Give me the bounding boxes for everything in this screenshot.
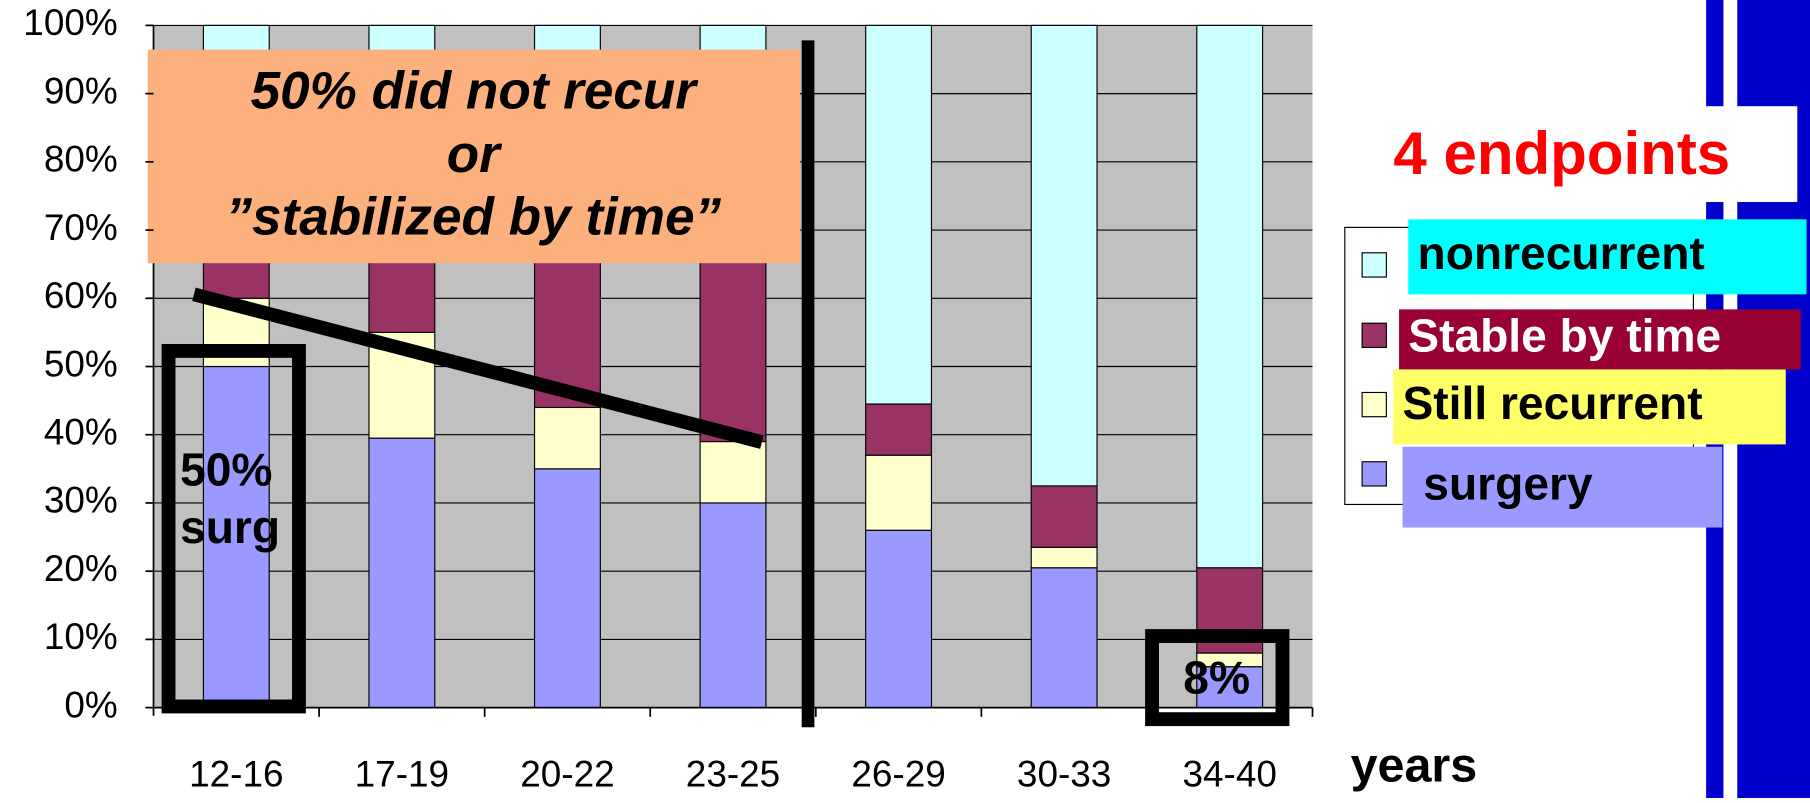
trend-line	[192, 287, 764, 449]
x-tick-label: 23-25	[686, 754, 780, 795]
bar-segment	[1196, 24, 1264, 569]
y-tick-label: 70%	[44, 207, 118, 248]
legend-label: nonrecurrent	[1418, 227, 1705, 279]
x-axis-label: years	[1351, 739, 1478, 793]
legend-swatch	[1361, 252, 1387, 278]
y-tick-label: 60%	[44, 275, 118, 316]
callout-box	[147, 49, 800, 264]
bar-segment	[699, 229, 767, 443]
y-tick-label: 20%	[44, 548, 118, 589]
y-tick-label: 100%	[23, 2, 117, 43]
bar-segment	[865, 24, 933, 405]
legend-label: surgery	[1423, 457, 1593, 509]
bar-segment	[533, 468, 601, 709]
highlight-box	[161, 343, 306, 714]
legend-label-box	[1399, 309, 1801, 370]
chart-title: 4 endpoints	[1393, 120, 1730, 187]
legend-label: Stable by time	[1408, 310, 1721, 362]
x-tick-label: 20-22	[520, 754, 614, 795]
bar-segment	[699, 440, 767, 504]
x-tick-label: 30-33	[1017, 754, 1111, 795]
y-tick-label: 90%	[44, 70, 118, 111]
bar-segment	[1030, 485, 1098, 548]
callout: ”stabilized by time”	[226, 188, 722, 247]
bar-segment	[865, 529, 933, 709]
bar-segment	[1030, 546, 1098, 569]
legend-label-box	[1402, 446, 1723, 528]
x-tick-label: 12-16	[189, 754, 283, 795]
y-tick-label: 30%	[44, 480, 118, 521]
x-tick-label: 17-19	[355, 754, 449, 795]
legend-swatch	[1361, 461, 1387, 487]
y-tick-label: 0%	[64, 684, 117, 725]
bar-segment	[699, 502, 767, 709]
callout: or	[447, 125, 503, 184]
bar-segment	[533, 406, 601, 470]
note: 50%	[180, 443, 272, 495]
y-tick-label: 40%	[44, 411, 118, 452]
note: 8%	[1183, 651, 1250, 703]
title-box	[1339, 106, 1798, 203]
x-tick-label: 26-29	[851, 754, 945, 795]
callout: 50% did not recur	[251, 62, 700, 121]
legend-label: Still recurrent	[1403, 377, 1703, 429]
x-tick-label: 34-40	[1182, 754, 1276, 795]
bar-segment	[368, 437, 436, 709]
legend-label-box	[1393, 369, 1786, 445]
y-tick-label: 50%	[44, 343, 118, 384]
y-tick-label: 10%	[44, 616, 118, 657]
bar-segment	[1030, 24, 1098, 487]
bar-segment	[1030, 567, 1098, 709]
note: surg	[180, 501, 280, 553]
bar-segment	[865, 403, 933, 456]
legend-label-box	[1408, 219, 1807, 295]
legend-swatch	[1361, 391, 1387, 418]
y-tick-label: 80%	[44, 139, 118, 180]
highlight-box	[1145, 629, 1290, 727]
bar-segment	[865, 454, 933, 531]
legend-swatch	[1361, 322, 1387, 349]
